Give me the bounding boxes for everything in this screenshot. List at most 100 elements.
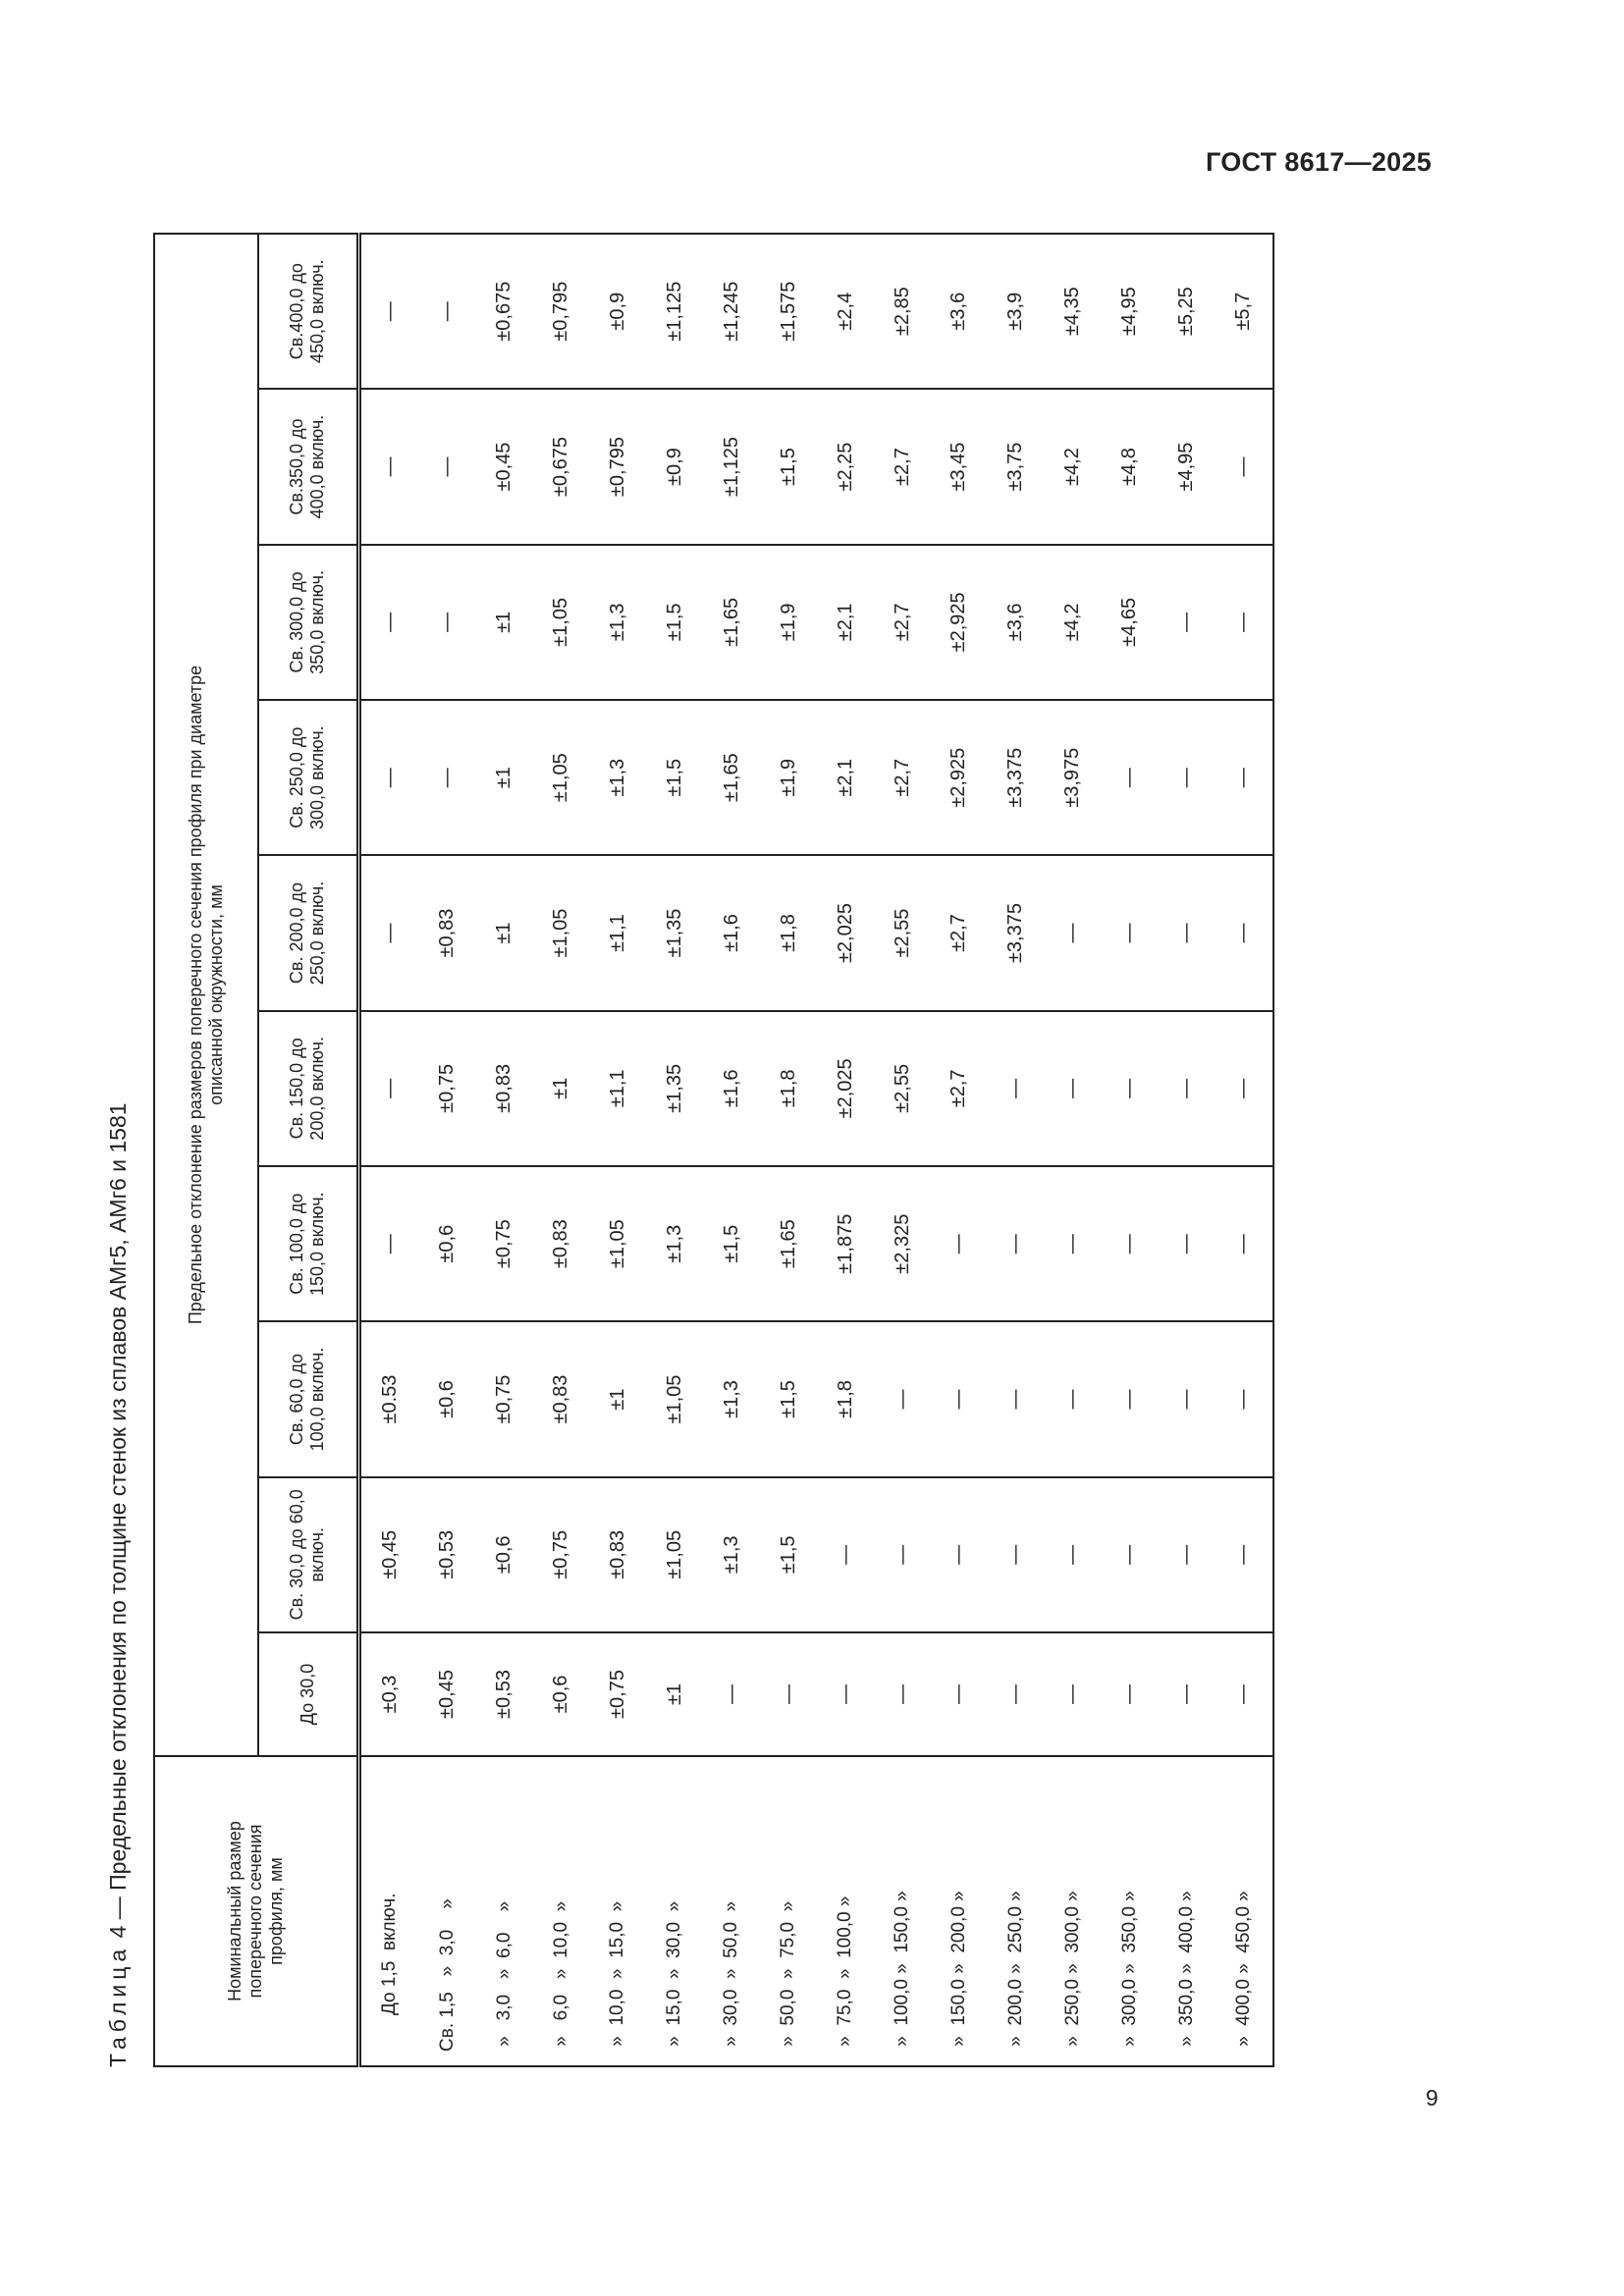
table-cell: ±1,65	[703, 700, 761, 856]
table-row: Св. 1,5 » 3,0 » ±0,45 ±0,53 ±0,6 ±0,6 ±0,75 ±0…	[418, 234, 476, 2066]
table-caption: Таблица 4 — Предельные отклонения по тол…	[98, 233, 153, 2067]
row-label: Св. 1,5 » 3,0 »	[418, 1756, 476, 2066]
table-cell: —	[358, 544, 419, 701]
table-cell: ±2,55	[874, 855, 931, 1011]
table-cell: —	[1215, 855, 1273, 1011]
table-cell: —	[1158, 1166, 1216, 1322]
table-cell: ±3,75	[987, 389, 1045, 545]
table-cell: ±1,3	[703, 1476, 761, 1632]
table-cell: ±3,375	[987, 855, 1045, 1011]
table-cell: —	[1044, 1632, 1102, 1756]
table-cell: ±1,65	[703, 544, 761, 701]
table-cell: ±1,1	[589, 1010, 647, 1167]
table-cell: —	[418, 544, 476, 701]
table-cell: —	[1215, 1166, 1273, 1322]
table-cell: ±1	[475, 855, 533, 1011]
table-cell: ±0,9	[646, 389, 704, 545]
row-header: Номинальный размер поперечного сечения п…	[154, 1756, 358, 2066]
table-cell: —	[418, 389, 476, 545]
table-cell: —	[930, 1321, 988, 1477]
table-cell: ±1,5	[760, 1321, 818, 1477]
table-cell: ±3,975	[1044, 700, 1102, 856]
table-cell: ±1,05	[646, 1321, 704, 1477]
table-row: » 3,0 » 6,0 » ±0,53 ±0,6 ±0,75 ±0,75 ±0,83 ±1 ±…	[475, 234, 533, 2066]
row-label: » 75,0 » 100,0 »	[817, 1756, 875, 2066]
table-cell: ±1,65	[760, 1166, 818, 1322]
table-row: » 75,0 » 100,0 » — — ±1,8 ±1,875 ±2,025 ±2,025…	[817, 234, 875, 2066]
table-cell: —	[358, 1166, 419, 1322]
table-cell: ±2,7	[874, 389, 931, 545]
tolerance-table: Номинальный размер поперечного сечения п…	[153, 233, 1274, 2067]
row-label: » 250,0 » 300,0 »	[1044, 1756, 1102, 2066]
table-cell: —	[874, 1476, 931, 1632]
column-header: До 30,0	[258, 1632, 358, 1756]
table-cell: ±1,6	[703, 1010, 761, 1167]
column-header: Св.350,0 до 400,0 включ.	[258, 389, 358, 545]
table-cell: ±1	[475, 700, 533, 856]
table-cell: ±2,1	[817, 700, 875, 856]
table-cell: —	[1215, 544, 1273, 701]
table-cell: —	[1044, 1321, 1102, 1477]
row-label: » 300,0 » 350,0 »	[1101, 1756, 1159, 2066]
table-cell: ±0,795	[589, 389, 647, 545]
table-row: » 50,0 » 75,0 » — ±1,5 ±1,5 ±1,65 ±1,8 ±1,8 ±1,…	[760, 234, 818, 2066]
table-cell: ±1,35	[646, 855, 704, 1011]
row-label: » 350,0 » 400,0 »	[1158, 1756, 1216, 2066]
table-cell: ±2,925	[930, 700, 988, 856]
table-cell: ±4,35	[1044, 234, 1102, 390]
table-row: » 15,0 » 30,0 » ±1 ±1,05 ±1,05 ±1,3 ±1,35 ±1,3…	[646, 234, 704, 2066]
table-cell: ±0,75	[589, 1632, 647, 1756]
table-row: » 30,0 » 50,0 » — ±1,3 ±1,3 ±1,5 ±1,6 ±1,6 ±1,6…	[703, 234, 761, 2066]
table-cell: —	[358, 1010, 419, 1167]
table-cell: —	[358, 700, 419, 856]
row-label: » 10,0 » 15,0 »	[589, 1756, 647, 2066]
row-label: » 50,0 » 75,0 »	[760, 1756, 818, 2066]
table-cell: ±1,5	[760, 1476, 818, 1632]
table-cell: ±4,2	[1044, 389, 1102, 545]
table-cell: ±0,53	[475, 1632, 533, 1756]
table-cell: ±1,245	[703, 234, 761, 390]
table-cell: —	[1215, 700, 1273, 856]
table-cell: ±0,45	[358, 1476, 419, 1632]
row-label: » 150,0 » 200,0 »	[930, 1756, 988, 2066]
table-cell: ±3,9	[987, 234, 1045, 390]
table-row: » 10,0 » 15,0 » ±0,75 ±0,83 ±1 ±1,05 ±1,1 ±1,1…	[589, 234, 647, 2066]
table-cell: ±1,5	[646, 700, 704, 856]
table-cell: —	[1044, 1476, 1102, 1632]
table-cell: ±0,6	[418, 1321, 476, 1477]
table-caption-prefix: Таблица	[105, 1944, 131, 2067]
table-cell: —	[987, 1166, 1045, 1322]
table-cell: ±0,675	[475, 234, 533, 390]
table-cell: ±0,45	[418, 1632, 476, 1756]
table-cell: ±5,7	[1215, 234, 1273, 390]
table-cell: ±0,6	[418, 1166, 476, 1322]
row-label: До 1,5 включ.	[358, 1756, 419, 2066]
table-cell: —	[987, 1010, 1045, 1167]
table-cell: ±0,45	[475, 389, 533, 545]
row-label: » 3,0 » 6,0 »	[475, 1756, 533, 2066]
table-cell: ±1	[532, 1010, 590, 1167]
column-header: Св. 250,0 до 300,0 включ.	[258, 700, 358, 856]
table-cell: —	[1158, 544, 1216, 701]
table-cell: ±2,55	[874, 1010, 931, 1167]
table-row: » 200,0 » 250,0 » — — — — — ±3,375 ±3,375 ±3,6 ±3…	[987, 234, 1045, 2066]
table-cell: ±3,6	[930, 234, 988, 390]
table-cell: ±1,35	[646, 1010, 704, 1167]
table-cell: ±1,9	[760, 544, 818, 701]
table-cell: ±0,75	[418, 1010, 476, 1167]
table-cell: ±1,8	[817, 1321, 875, 1477]
table-cell: —	[1158, 1010, 1216, 1167]
table-cell: ±0,75	[475, 1166, 533, 1322]
table-cell: ±1,3	[703, 1321, 761, 1477]
table-cell: ±4,95	[1101, 234, 1159, 390]
table-cell: —	[1215, 1632, 1273, 1756]
rotated-table-block: Таблица 4 — Предельные отклонения по тол…	[98, 233, 1276, 2067]
table-cell: —	[987, 1476, 1045, 1632]
table-cell: ±2,7	[930, 855, 988, 1011]
group-header: Предельное отклонение размеров поперечно…	[154, 234, 258, 1756]
table-cell: ±2,925	[930, 544, 988, 701]
column-header: Св.400,0 до 450,0 включ.	[258, 234, 358, 390]
table-cell: —	[1215, 1010, 1273, 1167]
table-cell: —	[874, 1321, 931, 1477]
table-cell: ±1,125	[646, 234, 704, 390]
